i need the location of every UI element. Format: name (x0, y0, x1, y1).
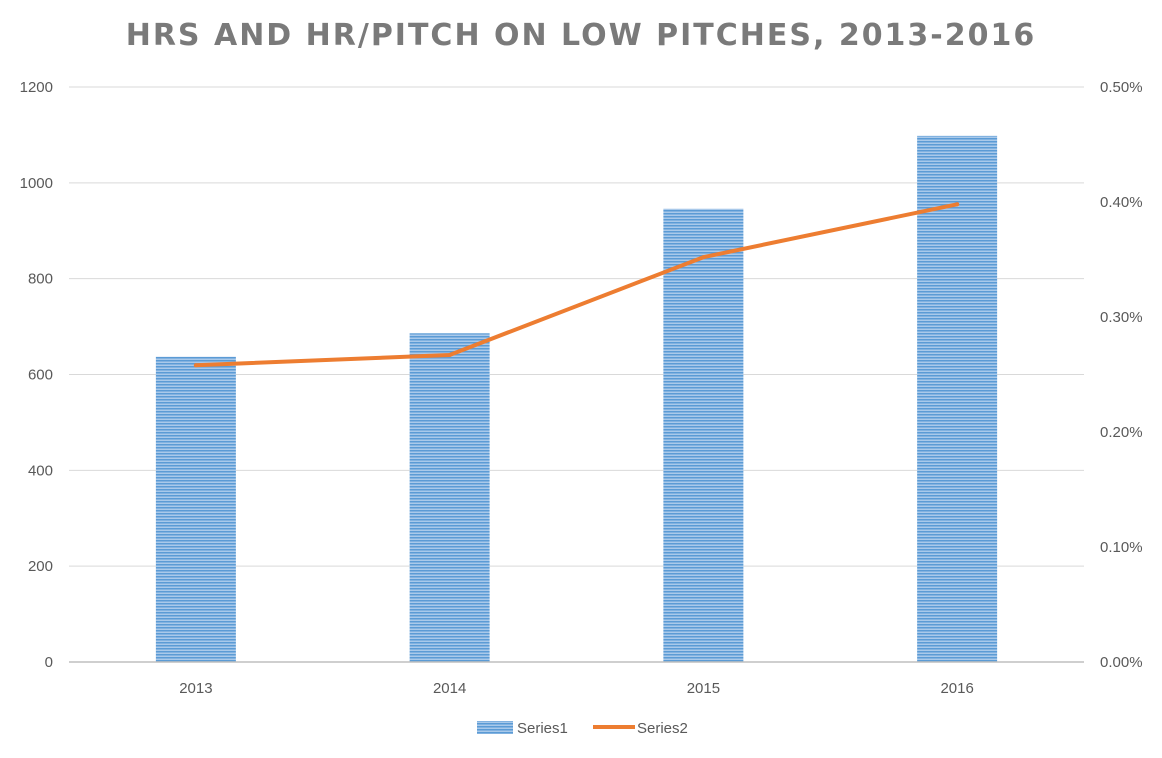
bars-series1 (155, 135, 998, 663)
series2-line (193, 202, 960, 368)
gridlines (69, 86, 1084, 567)
bar-2015 (663, 208, 744, 663)
series2-point-2014 (447, 352, 452, 357)
bar-2014 (409, 333, 490, 662)
series2-point-2013 (193, 363, 198, 368)
chart-title: HRS AND HR/PITCH ON LOW PITCHES, 2013-20… (125, 18, 1037, 53)
bar-2016 (917, 135, 998, 662)
tick-labels: 0 200 400 600 800 1000 1200 0.00% 0.10% 0.20% 0.30… (20, 79, 1143, 697)
y-right-tick-label: 0.50% (1100, 79, 1143, 96)
x-tick-label: 2014 (433, 680, 466, 697)
legend[interactable]: Series1 Series2 (477, 720, 688, 737)
y-right-tick-label: 0.40% (1100, 194, 1143, 211)
y-right-tick-label: 0.20% (1100, 424, 1143, 441)
y-left-tick-label: 400 (28, 462, 53, 479)
y-left-tick-label: 800 (28, 271, 53, 288)
legend-label-series1: Series1 (517, 720, 568, 737)
legend-swatch-series1 (477, 721, 513, 734)
series2-point-2016 (955, 202, 960, 207)
legend-label-series2: Series2 (637, 720, 688, 737)
x-tick-label: 2013 (179, 680, 212, 697)
x-tick-label: 2015 (687, 680, 720, 697)
y-right-tick-label: 0.10% (1100, 539, 1143, 556)
x-tick-label: 2016 (940, 680, 973, 697)
y-left-tick-label: 600 (28, 367, 53, 384)
bar-2013 (155, 356, 236, 662)
series2-point-2015 (701, 255, 706, 260)
y-right-tick-label: 0.00% (1100, 654, 1143, 671)
y-left-tick-label: 1200 (20, 79, 53, 96)
y-right-tick-label: 0.30% (1100, 309, 1143, 326)
y-left-tick-label: 1000 (20, 175, 53, 192)
y-left-tick-label: 0 (45, 654, 53, 671)
y-left-tick-label: 200 (28, 558, 53, 575)
line-series2 (193, 202, 960, 368)
